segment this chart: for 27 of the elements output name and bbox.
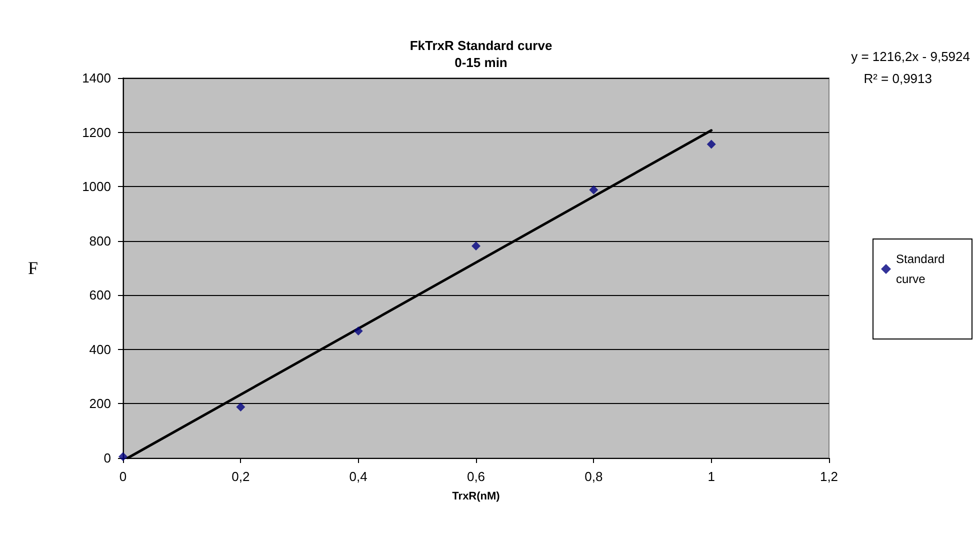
y-tick-label: 400: [89, 342, 111, 357]
point: [236, 402, 246, 412]
chart-subtitle: 0-15 min: [454, 55, 508, 70]
point: [472, 242, 480, 251]
chart-title: FkTrxR Standard curve: [410, 38, 552, 53]
point: [354, 326, 363, 336]
y-tick-label: 200: [89, 396, 111, 412]
y-tick-label: 800: [89, 233, 111, 248]
y-tick-label: 1000: [82, 179, 111, 194]
text: y = 1216,2x - 9,5924: [851, 49, 970, 64]
point: [589, 185, 598, 194]
y-tick-label: 600: [89, 288, 111, 303]
y-tick-label: 1400: [82, 70, 111, 86]
x-tick-label: 0,4: [349, 469, 368, 484]
y-tick-label: 0: [104, 450, 111, 466]
x-axis-title: TrxR(nM): [452, 490, 500, 502]
x-tick-label: 0: [119, 469, 127, 484]
x-tick-label: 1,2: [820, 469, 838, 484]
text: R² = 0,9913: [864, 71, 932, 86]
x-tick-label: 0,6: [466, 469, 486, 484]
x-tick-label: 1: [708, 469, 715, 484]
legend-label: Standard curve: [896, 252, 948, 286]
y-tick-label: 1200: [82, 124, 111, 140]
x-tick-label: 0,2: [232, 469, 250, 484]
x-tick-label: 0,8: [584, 469, 603, 484]
y-axis-title: F: [28, 258, 38, 278]
point: [706, 140, 716, 149]
